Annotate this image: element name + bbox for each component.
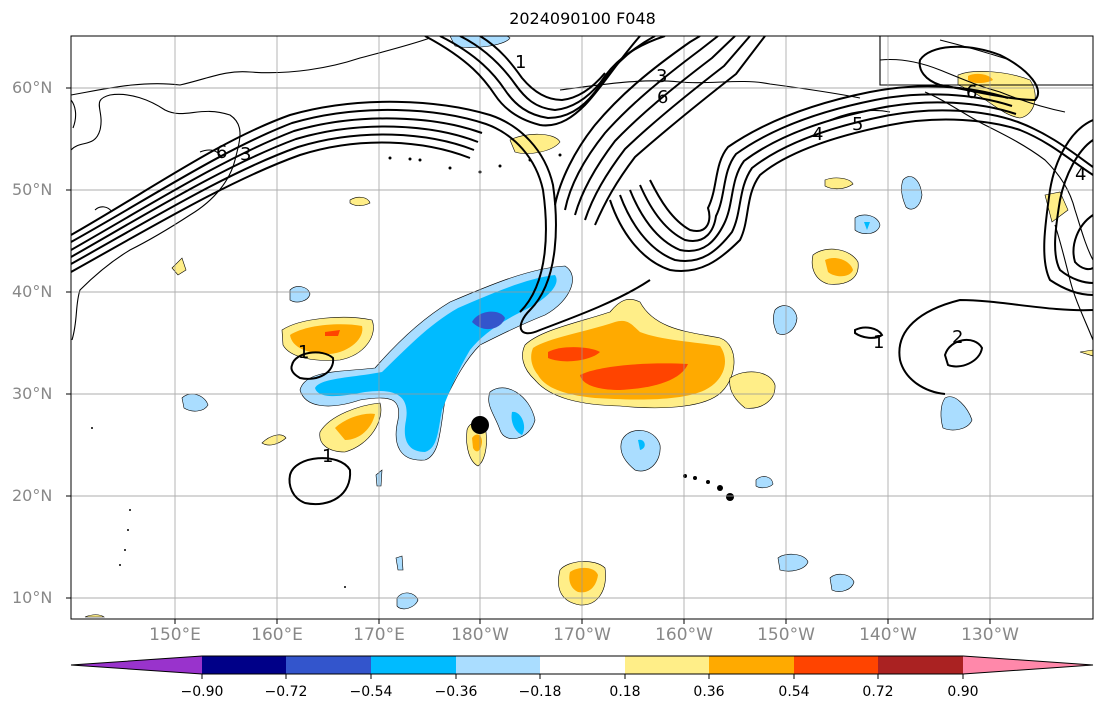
colorbar-max-extend bbox=[963, 656, 1093, 674]
contours bbox=[71, 36, 1093, 506]
contour-label: 4 bbox=[812, 124, 823, 145]
contour-label: 1 bbox=[298, 342, 309, 363]
lon-label: 160°E bbox=[251, 625, 303, 645]
colorbar-segment bbox=[286, 656, 371, 674]
gridlines bbox=[71, 36, 1093, 619]
colorbar-tick-label: 0.54 bbox=[778, 684, 810, 700]
lat-label: 20°N bbox=[12, 486, 53, 505]
colorbar-segment bbox=[794, 656, 879, 674]
contour-label: 2 bbox=[952, 327, 963, 348]
contour-label: 6 bbox=[657, 87, 668, 108]
contour-label: 1 bbox=[322, 446, 333, 467]
colorbar-tick-label: −0.90 bbox=[180, 684, 224, 700]
positive-anomaly-core bbox=[531, 320, 725, 400]
colorbar-segment bbox=[540, 656, 625, 674]
lon-label: 150°W bbox=[757, 625, 815, 645]
lat-label: 60°N bbox=[12, 78, 53, 97]
colorbar-tick-label: −0.54 bbox=[349, 684, 393, 700]
contour-label: 1 bbox=[515, 52, 526, 73]
contour-label: 1 bbox=[873, 332, 884, 353]
lat-label: 40°N bbox=[12, 282, 53, 301]
colorbar-segment bbox=[625, 656, 710, 674]
plot-title: 2024090100 F048 bbox=[509, 9, 656, 28]
colorbar-tick-label: 0.36 bbox=[693, 684, 725, 700]
lon-label: 180°W bbox=[451, 625, 509, 645]
axis-ticks bbox=[66, 87, 991, 624]
contour-label: 6 bbox=[966, 82, 977, 103]
contour-label: 5 bbox=[852, 114, 863, 135]
lon-label: 130°W bbox=[961, 625, 1019, 645]
colorbar-tick-label: 0.72 bbox=[862, 684, 894, 700]
contour-label: 3 bbox=[240, 144, 251, 165]
islands bbox=[91, 153, 734, 588]
lon-label: 150°E bbox=[149, 625, 201, 645]
colorbar-segment bbox=[202, 656, 287, 674]
anomaly-fills bbox=[84, 36, 1093, 618]
colorbar-min-extend bbox=[71, 656, 202, 674]
lon-label: 140°W bbox=[859, 625, 917, 645]
contour-labels: 1 1 1 1 2 3 3 4 4 5 6 6 6 bbox=[216, 52, 1086, 467]
lon-label: 170°W bbox=[553, 625, 611, 645]
lon-label: 170°E bbox=[353, 625, 405, 645]
colorbar-tick-label: −0.36 bbox=[434, 684, 478, 700]
lat-label: 30°N bbox=[12, 384, 53, 403]
contour-label: 4 bbox=[1075, 164, 1086, 185]
colorbar-segment bbox=[878, 656, 963, 674]
colorbar-tick-label: 0.90 bbox=[947, 684, 979, 700]
colorbar-segment bbox=[456, 656, 541, 674]
lon-label: 160°W bbox=[655, 625, 713, 645]
colorbar-tick-label: −0.72 bbox=[264, 684, 308, 700]
contour-label: 6 bbox=[216, 142, 227, 163]
lat-label: 10°N bbox=[12, 588, 53, 607]
contour-label: 3 bbox=[656, 66, 667, 87]
colorbar-segment bbox=[709, 656, 794, 674]
coastlines bbox=[71, 36, 1093, 341]
colorbar bbox=[70, 655, 1094, 679]
storm-center-marker bbox=[471, 416, 489, 434]
colorbar-tick-label: −0.18 bbox=[518, 684, 562, 700]
colorbar-segment bbox=[371, 656, 456, 674]
lat-label: 50°N bbox=[12, 180, 53, 199]
colorbar-tick-label: 0.18 bbox=[609, 684, 641, 700]
